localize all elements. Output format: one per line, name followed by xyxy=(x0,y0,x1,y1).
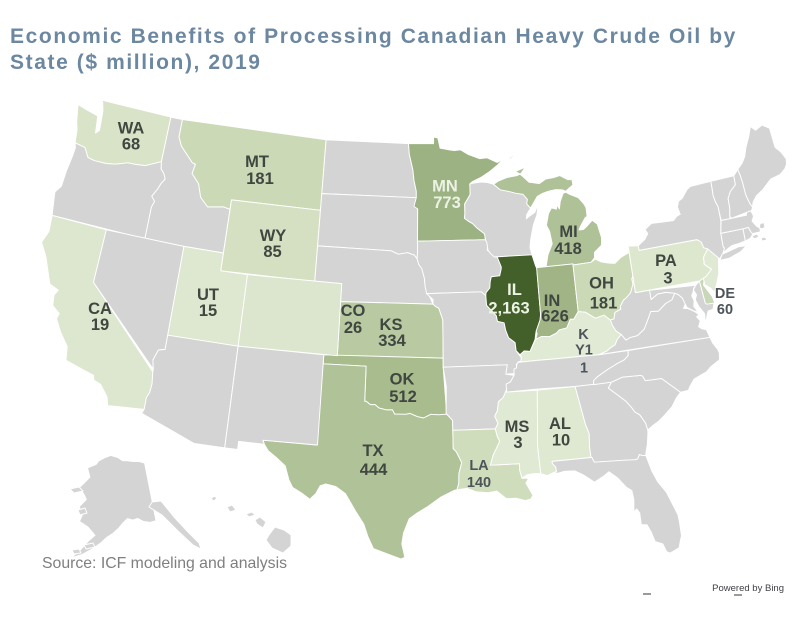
svg-text:68: 68 xyxy=(122,135,140,153)
svg-text:334: 334 xyxy=(378,332,406,350)
svg-text:K: K xyxy=(578,327,589,343)
svg-text:OK: OK xyxy=(390,370,415,388)
svg-text:1: 1 xyxy=(580,361,588,377)
svg-text:LA: LA xyxy=(469,458,489,474)
svg-text:15: 15 xyxy=(199,302,217,320)
svg-text:181: 181 xyxy=(590,294,618,312)
svg-text:140: 140 xyxy=(467,475,491,491)
svg-text:CO: CO xyxy=(341,302,366,320)
svg-text:WA: WA xyxy=(118,119,145,137)
svg-text:418: 418 xyxy=(554,240,582,258)
svg-text:AL: AL xyxy=(549,415,571,433)
svg-text:MS: MS xyxy=(505,418,530,436)
svg-text:2,163: 2,163 xyxy=(488,299,529,317)
svg-text:IL: IL xyxy=(507,281,522,299)
svg-text:444: 444 xyxy=(360,461,388,479)
svg-text:3: 3 xyxy=(663,269,672,287)
svg-text:PA: PA xyxy=(655,252,677,270)
svg-text:MT: MT xyxy=(245,153,269,171)
svg-text:CA: CA xyxy=(88,300,112,318)
svg-text:626: 626 xyxy=(541,307,569,325)
svg-text:512: 512 xyxy=(389,388,417,406)
svg-text:3: 3 xyxy=(513,434,522,452)
svg-text:UT: UT xyxy=(197,286,219,304)
svg-text:IN: IN xyxy=(544,292,561,310)
svg-text:OH: OH xyxy=(589,274,614,292)
svg-text:181: 181 xyxy=(246,170,274,188)
svg-text:60: 60 xyxy=(717,302,733,318)
svg-text:26: 26 xyxy=(344,319,362,337)
svg-text:MI: MI xyxy=(559,223,577,241)
svg-text:TX: TX xyxy=(362,442,383,460)
svg-text:MN: MN xyxy=(432,177,458,195)
svg-text:Y1: Y1 xyxy=(575,343,593,359)
svg-text:773: 773 xyxy=(433,194,461,212)
svg-text:WY: WY xyxy=(260,227,287,245)
svg-text:85: 85 xyxy=(263,243,281,261)
svg-text:19: 19 xyxy=(91,316,109,334)
svg-text:10: 10 xyxy=(552,431,570,449)
svg-text:KS: KS xyxy=(380,316,403,334)
svg-text:DE: DE xyxy=(715,286,735,302)
